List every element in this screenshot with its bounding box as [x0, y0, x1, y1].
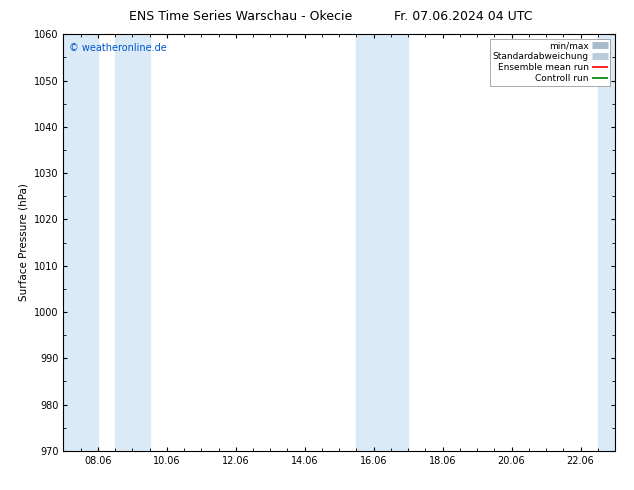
Bar — [598, 34, 615, 451]
Text: ENS Time Series Warschau - Okecie: ENS Time Series Warschau - Okecie — [129, 10, 353, 23]
Bar — [63, 34, 98, 451]
Y-axis label: Surface Pressure (hPa): Surface Pressure (hPa) — [18, 184, 29, 301]
Legend: min/max, Standardabweichung, Ensemble mean run, Controll run: min/max, Standardabweichung, Ensemble me… — [490, 39, 611, 86]
Bar — [356, 34, 391, 451]
Bar — [391, 34, 408, 451]
Bar — [115, 34, 150, 451]
Text: © weatheronline.de: © weatheronline.de — [69, 43, 167, 52]
Text: Fr. 07.06.2024 04 UTC: Fr. 07.06.2024 04 UTC — [394, 10, 532, 23]
